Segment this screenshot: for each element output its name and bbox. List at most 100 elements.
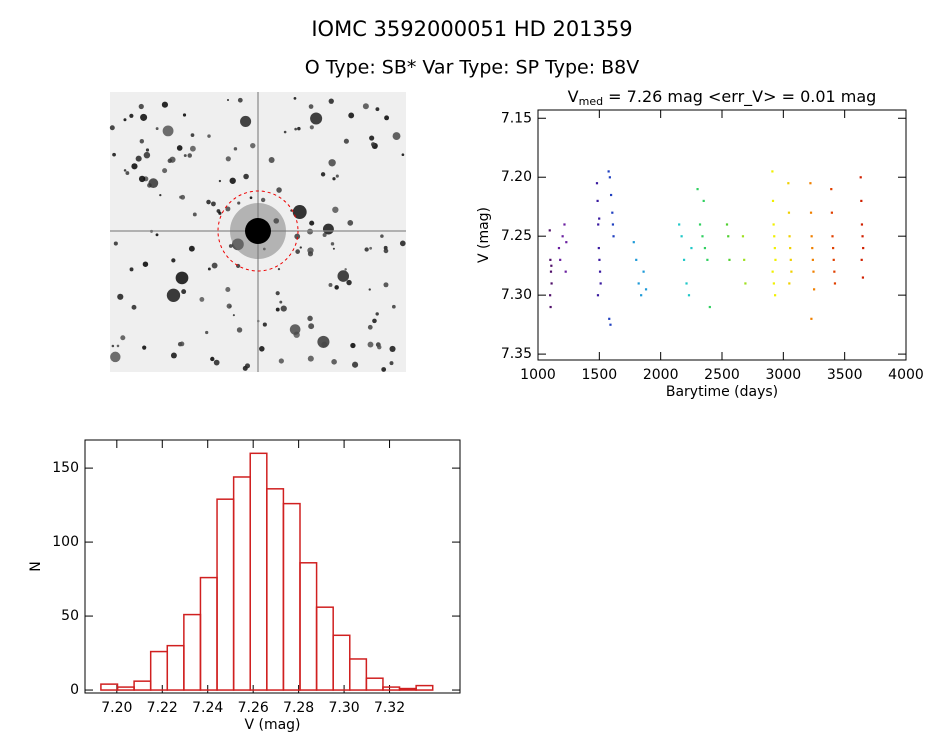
star bbox=[295, 249, 300, 254]
star bbox=[175, 271, 189, 285]
point bbox=[771, 270, 774, 273]
star bbox=[293, 97, 297, 100]
star bbox=[205, 330, 209, 335]
y-tick-label: 7.25 bbox=[501, 228, 532, 244]
point bbox=[607, 170, 610, 173]
star bbox=[330, 242, 335, 246]
point bbox=[635, 258, 638, 261]
star bbox=[162, 125, 174, 137]
star bbox=[292, 205, 307, 219]
star bbox=[187, 153, 192, 158]
x-tick-label: 7.32 bbox=[374, 700, 405, 716]
star bbox=[328, 98, 334, 104]
star bbox=[135, 155, 142, 162]
point bbox=[790, 270, 793, 273]
point bbox=[809, 211, 813, 214]
point bbox=[549, 270, 553, 273]
point bbox=[598, 258, 601, 261]
star bbox=[179, 341, 185, 347]
aperture bbox=[217, 190, 299, 272]
sky-image bbox=[109, 92, 406, 372]
x-tick-label: 1000 bbox=[520, 367, 556, 383]
star bbox=[370, 142, 376, 147]
star bbox=[399, 240, 406, 247]
point bbox=[611, 211, 614, 214]
star bbox=[259, 346, 265, 352]
point bbox=[598, 270, 602, 273]
point bbox=[549, 294, 552, 297]
point bbox=[597, 223, 600, 226]
star bbox=[335, 174, 339, 178]
point bbox=[564, 270, 567, 273]
page-title: IOMC 3592000051 HD 201359 bbox=[311, 17, 632, 41]
star bbox=[294, 233, 301, 240]
point bbox=[565, 241, 568, 244]
point bbox=[860, 258, 863, 261]
star bbox=[155, 127, 159, 130]
point bbox=[548, 229, 551, 232]
point bbox=[690, 246, 693, 250]
point bbox=[642, 270, 645, 273]
star bbox=[117, 293, 124, 300]
star bbox=[120, 335, 126, 341]
bar bbox=[415, 684, 434, 691]
x-tick-label: 7.30 bbox=[329, 700, 360, 716]
star bbox=[322, 223, 334, 235]
y-tick-label: 7.20 bbox=[501, 169, 532, 185]
star bbox=[249, 196, 253, 200]
star bbox=[142, 261, 149, 267]
bar bbox=[349, 658, 368, 691]
point bbox=[773, 294, 777, 297]
point bbox=[687, 294, 691, 297]
point bbox=[563, 223, 566, 226]
star bbox=[309, 220, 315, 226]
star bbox=[244, 363, 251, 369]
star bbox=[176, 145, 183, 151]
point bbox=[789, 258, 792, 261]
star bbox=[384, 115, 390, 121]
star bbox=[232, 314, 235, 317]
point bbox=[612, 235, 615, 238]
star bbox=[192, 212, 197, 217]
point bbox=[637, 282, 640, 285]
star bbox=[321, 341, 328, 348]
star bbox=[129, 267, 134, 272]
star bbox=[206, 199, 211, 205]
star bbox=[188, 245, 195, 252]
star bbox=[401, 153, 405, 157]
star bbox=[322, 232, 327, 238]
x-tick-label: 7.22 bbox=[147, 700, 178, 716]
star bbox=[182, 113, 187, 117]
point bbox=[832, 258, 835, 261]
point bbox=[773, 235, 776, 238]
point bbox=[550, 264, 553, 267]
star bbox=[179, 195, 183, 199]
target-star bbox=[245, 218, 271, 244]
star bbox=[207, 134, 211, 138]
star bbox=[181, 289, 187, 295]
point bbox=[609, 193, 613, 197]
star bbox=[308, 104, 314, 109]
point bbox=[702, 199, 705, 203]
x-tick-label: 7.26 bbox=[238, 700, 269, 716]
star bbox=[262, 322, 267, 327]
point bbox=[708, 305, 711, 309]
point bbox=[772, 223, 775, 226]
star bbox=[218, 179, 222, 183]
star bbox=[367, 324, 373, 330]
y-tick-label: 7.30 bbox=[501, 287, 532, 303]
star bbox=[334, 285, 339, 290]
point bbox=[678, 223, 681, 226]
point bbox=[788, 235, 791, 238]
point bbox=[861, 235, 864, 238]
star bbox=[189, 145, 196, 152]
star bbox=[275, 291, 280, 296]
y-tick-label: 150 bbox=[52, 460, 79, 476]
star bbox=[283, 130, 287, 134]
x-tick-label: 7.28 bbox=[283, 700, 314, 716]
star bbox=[226, 303, 232, 309]
plot-frame bbox=[84, 439, 461, 694]
point bbox=[744, 282, 747, 285]
star bbox=[369, 135, 375, 141]
point bbox=[559, 258, 562, 261]
